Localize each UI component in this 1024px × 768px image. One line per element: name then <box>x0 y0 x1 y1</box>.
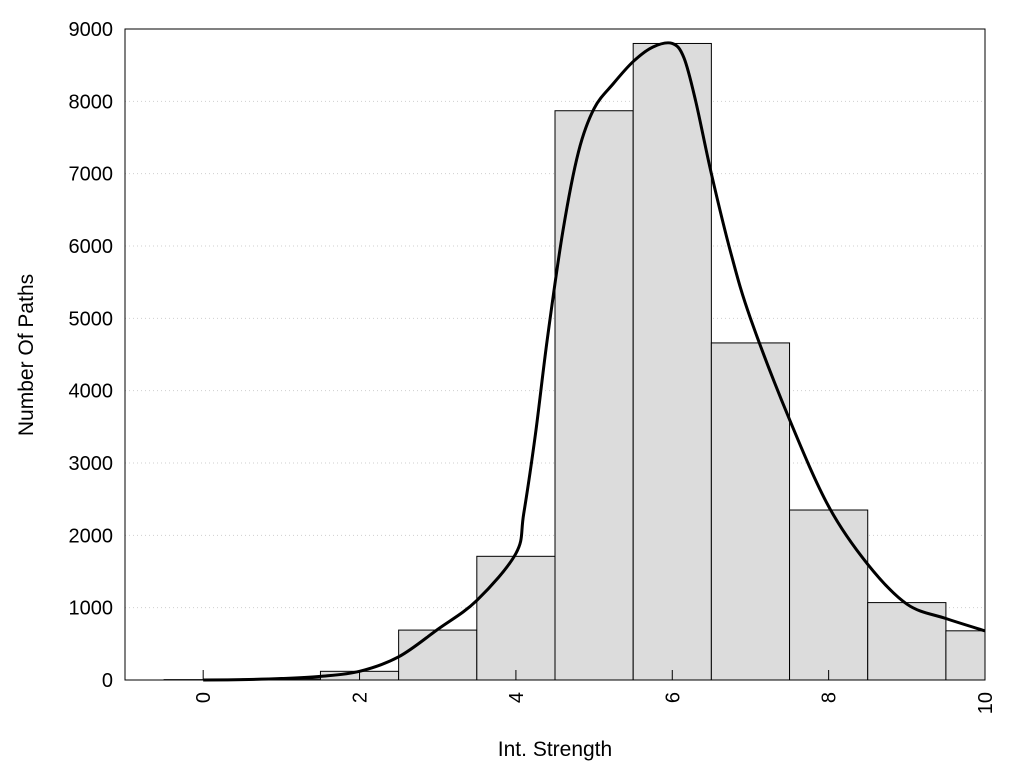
bar <box>632 42 712 681</box>
bar <box>398 629 478 681</box>
y-tick-label: 9000 <box>69 19 114 41</box>
bars <box>163 42 986 681</box>
bar <box>945 630 986 681</box>
x-axis-label: Int. Strength <box>498 738 612 761</box>
y-tick-label: 5000 <box>69 308 114 330</box>
x-tick-label: 2 <box>350 692 372 703</box>
y-tick-label: 6000 <box>69 236 114 258</box>
y-tick-label: 2000 <box>69 525 114 547</box>
bar <box>476 555 556 681</box>
y-axis-label: Number Of Paths <box>15 274 38 436</box>
x-tick-label: 10 <box>975 692 997 714</box>
x-tick-label: 8 <box>819 692 841 703</box>
plot-frame <box>124 28 986 681</box>
y-tick-label: 3000 <box>69 453 114 475</box>
y-tick-label: 8000 <box>69 91 114 113</box>
x-axis-ticks: 0 2 4 6 8 10 <box>193 670 997 714</box>
bar <box>554 110 634 681</box>
y-axis-ticks: 0 1000 2000 3000 4000 5000 6000 7000 8000 9000 <box>69 19 114 692</box>
density-curve <box>203 41 986 682</box>
bar <box>789 509 869 681</box>
y-tick-label: 4000 <box>69 381 114 403</box>
y-tick-label: 7000 <box>69 164 114 186</box>
y-tick-label: 0 <box>102 670 113 692</box>
y-tick-label: 1000 <box>69 598 114 620</box>
x-tick-label: 0 <box>193 692 215 703</box>
x-tick-label: 4 <box>506 692 528 703</box>
x-tick-label: 6 <box>662 692 684 703</box>
